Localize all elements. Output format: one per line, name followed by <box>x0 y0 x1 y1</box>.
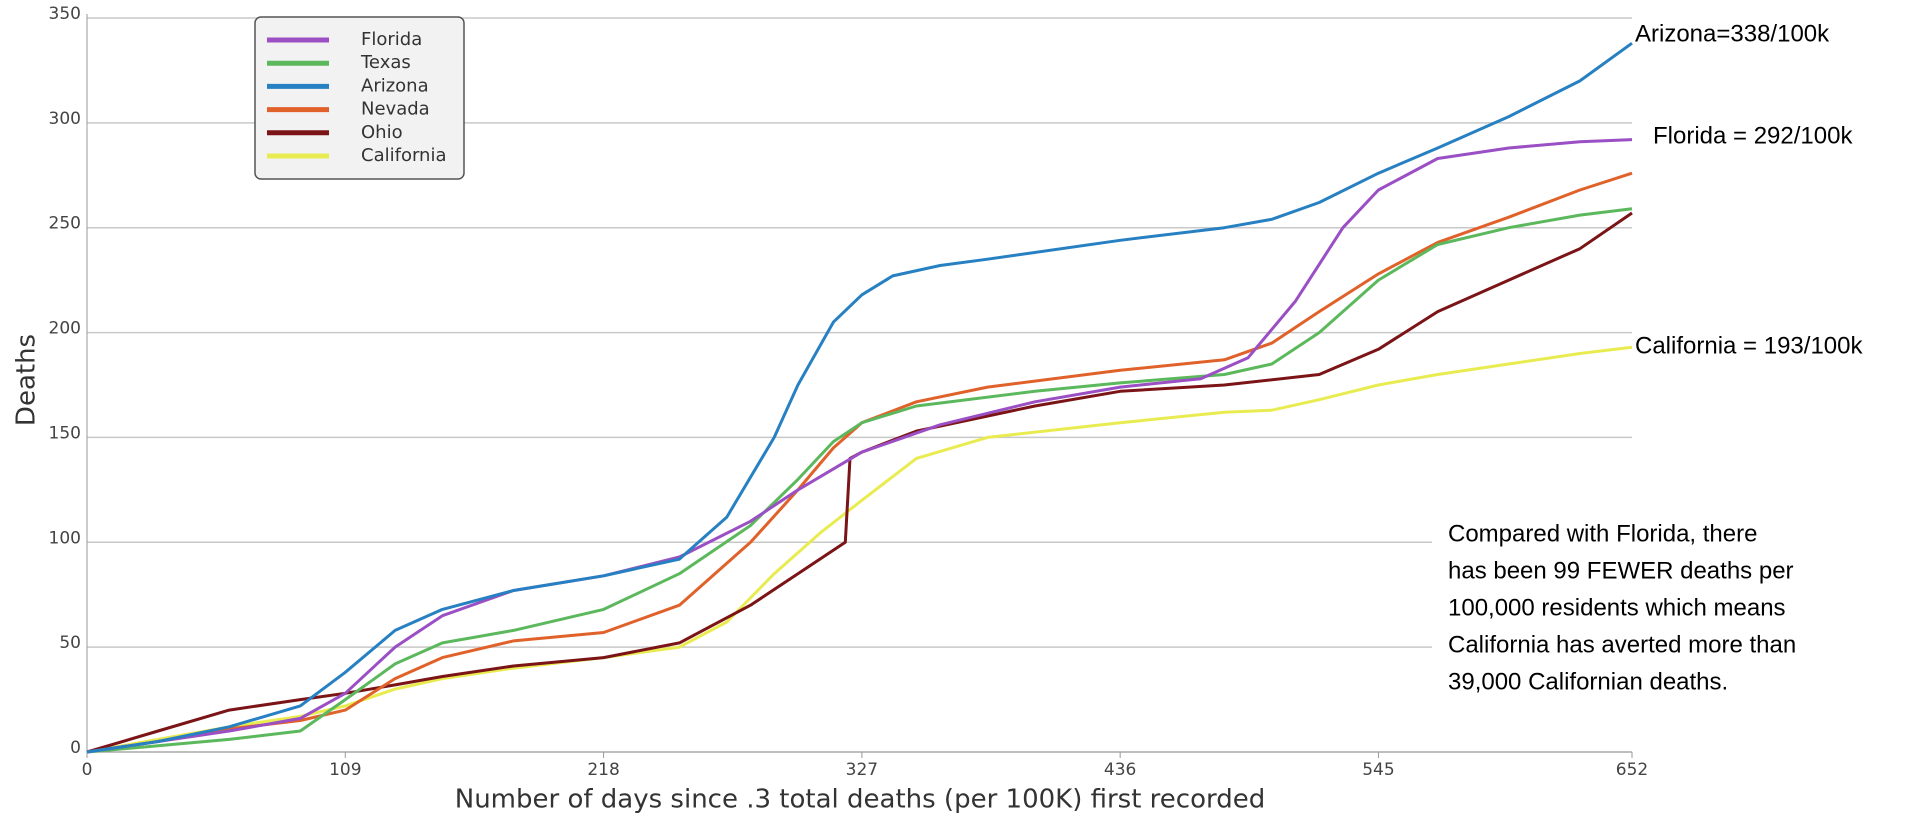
y-tick-label: 300 <box>49 109 81 129</box>
note-line: 39,000 Californian deaths. <box>1448 668 1728 695</box>
x-tick-label: 436 <box>1104 760 1136 780</box>
y-tick-label: 0 <box>70 738 81 758</box>
note-line: California has averted more than <box>1448 631 1796 658</box>
series-line <box>86 211 1633 754</box>
series-line <box>86 345 1633 754</box>
y-tick-label: 150 <box>49 423 81 443</box>
x-tick-label: 218 <box>587 760 619 780</box>
series-line <box>86 138 1633 754</box>
legend-label: California <box>361 145 446 166</box>
y-tick-label: 350 <box>49 4 81 24</box>
note-background <box>1432 513 1636 703</box>
y-axis-label: Deaths <box>12 334 42 426</box>
legend-label: Nevada <box>361 99 430 120</box>
legend-label: Arizona <box>361 75 429 96</box>
annotation: Florida = 292/100k <box>1653 122 1853 149</box>
legend-label: Texas <box>360 52 411 73</box>
y-tick-label: 250 <box>49 214 81 234</box>
note-line: has been 99 FEWER deaths per <box>1448 557 1794 584</box>
series-line <box>86 41 1633 754</box>
series-line <box>86 207 1633 754</box>
x-tick-label: 652 <box>1616 760 1648 780</box>
y-tick-label: 50 <box>59 633 81 653</box>
series-line <box>86 171 1633 754</box>
legend-label: Ohio <box>361 122 403 143</box>
legend-label: Florida <box>361 29 422 50</box>
note-line: 100,000 residents which means <box>1448 594 1786 621</box>
y-tick-label: 100 <box>49 528 81 548</box>
x-tick-label: 327 <box>846 760 878 780</box>
x-tick-label: 109 <box>329 760 361 780</box>
x-tick-label: 545 <box>1362 760 1394 780</box>
annotation: Arizona=338/100k <box>1635 20 1830 47</box>
y-tick-label: 200 <box>49 319 81 339</box>
note-line: Compared with Florida, there <box>1448 520 1757 547</box>
x-tick-label: 0 <box>82 760 93 780</box>
x-axis-label: Number of days since .3 total deaths (pe… <box>455 785 1265 815</box>
annotation: California = 193/100k <box>1635 332 1863 359</box>
legend-box <box>254 16 465 180</box>
